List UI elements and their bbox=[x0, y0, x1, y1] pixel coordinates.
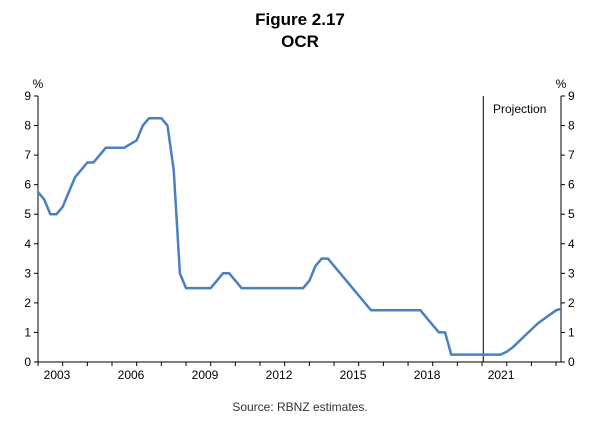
y-tick-label-right: 4 bbox=[568, 237, 575, 251]
projection-label: Projection bbox=[493, 102, 546, 116]
y-tick-label-right: 0 bbox=[568, 355, 575, 369]
y-tick-label-left: 6 bbox=[24, 178, 31, 192]
ocr-series-line bbox=[38, 118, 561, 354]
y-tick-label-right: 5 bbox=[568, 207, 575, 221]
y-tick-label-right: 8 bbox=[568, 119, 575, 133]
y-tick-label-left: 9 bbox=[24, 89, 31, 103]
x-tick-label: 2006 bbox=[118, 368, 145, 382]
y-tick-label-right: 3 bbox=[568, 266, 575, 280]
x-tick-label: 2009 bbox=[192, 368, 219, 382]
y-tick-label-left: 2 bbox=[24, 296, 31, 310]
x-tick-label: 2015 bbox=[340, 368, 367, 382]
y-tick-label-left: 7 bbox=[24, 148, 31, 162]
y-tick-label-right: 2 bbox=[568, 296, 575, 310]
y-axis-unit-left: % bbox=[33, 77, 44, 91]
y-tick-label-left: 3 bbox=[24, 266, 31, 280]
y-tick-label-left: 5 bbox=[24, 207, 31, 221]
x-tick-label: 2021 bbox=[488, 368, 515, 382]
y-axis-unit-right: % bbox=[556, 77, 567, 91]
y-tick-label-left: 0 bbox=[24, 355, 31, 369]
x-tick-label: 2003 bbox=[44, 368, 71, 382]
x-tick-label: 2012 bbox=[266, 368, 293, 382]
y-tick-label-right: 1 bbox=[568, 325, 575, 339]
y-tick-label-left: 8 bbox=[24, 119, 31, 133]
x-tick-label: 2018 bbox=[414, 368, 441, 382]
chart-source: Source: RBNZ estimates. bbox=[0, 400, 600, 414]
y-tick-label-right: 9 bbox=[568, 89, 575, 103]
ocr-line-chart: % % Projection 0 0 1 1 2 2 3 3 4 4 5 5 6 6 7 7 8 8 9 9 2003 2… bbox=[0, 0, 600, 400]
y-tick-label-left: 4 bbox=[24, 237, 31, 251]
y-tick-label-right: 7 bbox=[568, 148, 575, 162]
y-tick-label-left: 1 bbox=[24, 325, 31, 339]
y-tick-label-right: 6 bbox=[568, 178, 575, 192]
